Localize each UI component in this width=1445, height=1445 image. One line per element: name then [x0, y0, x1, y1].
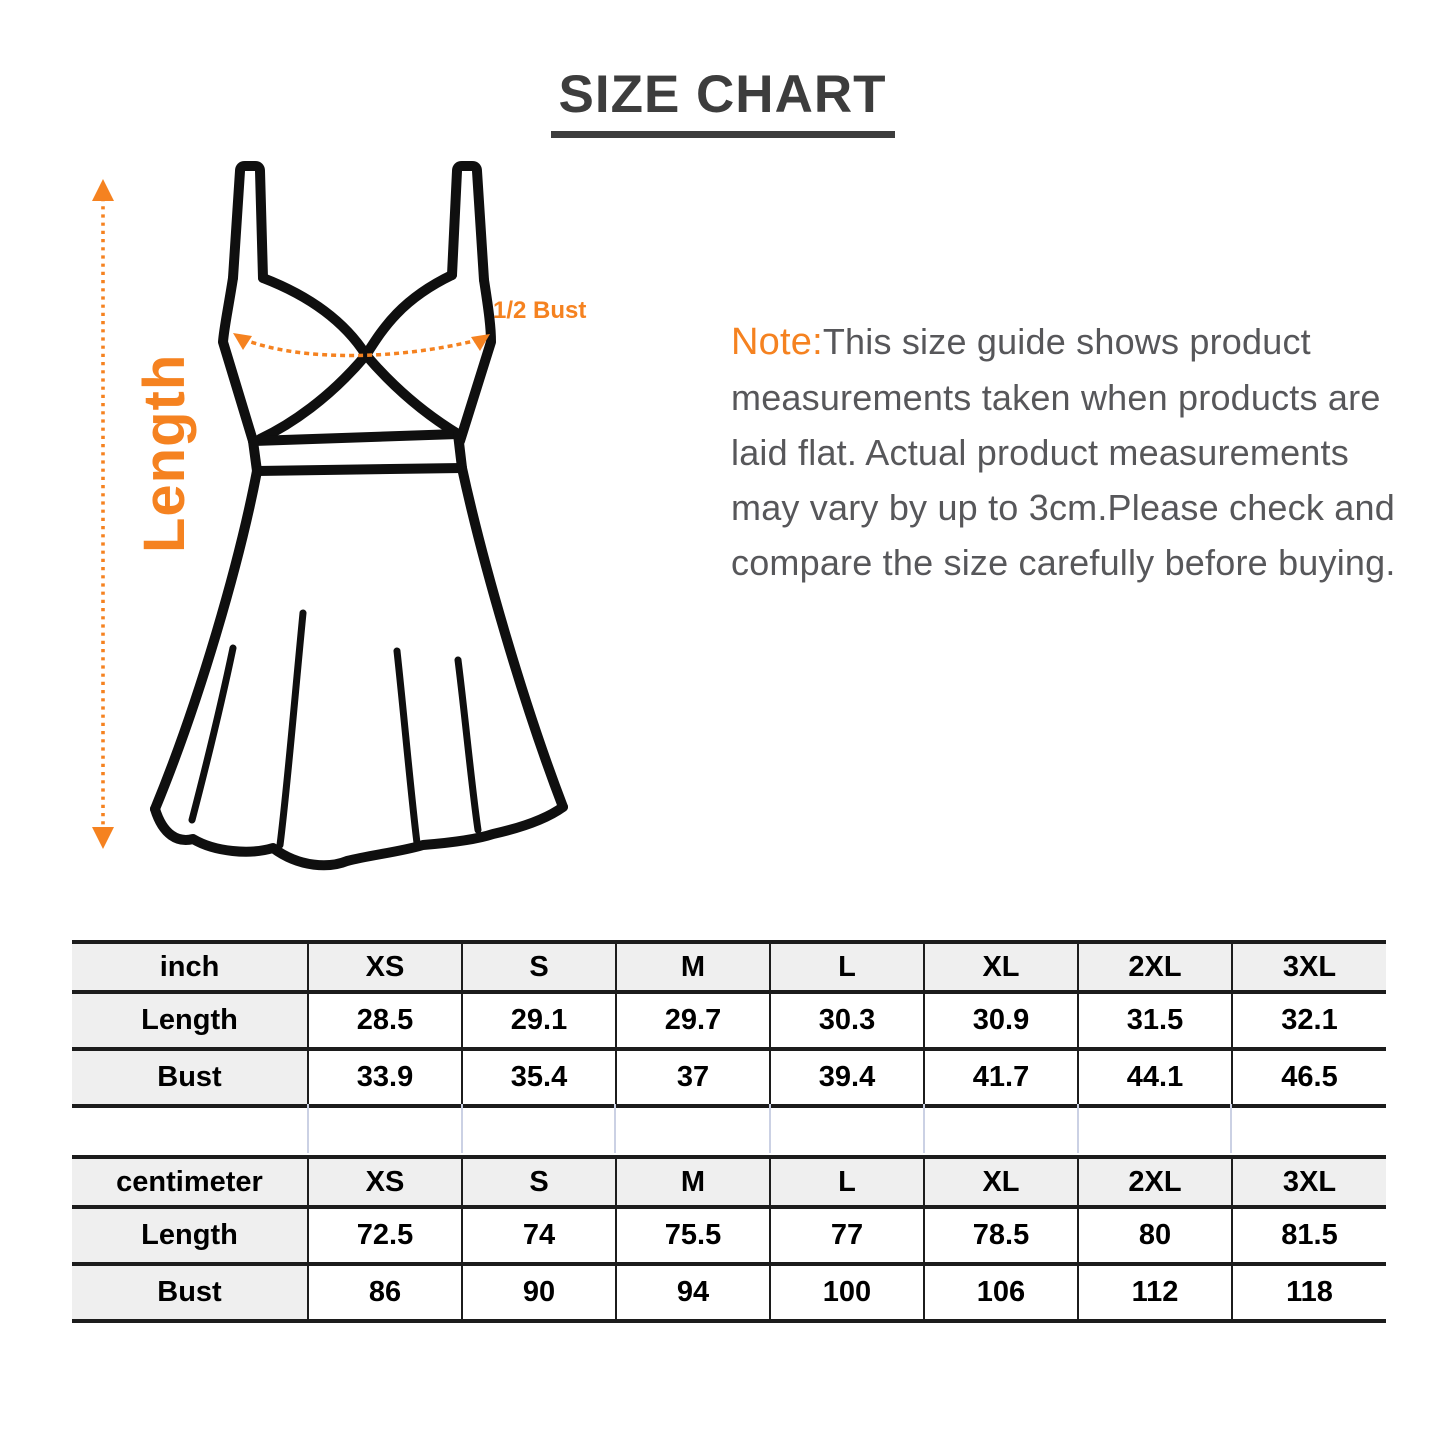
page-title-wrap: SIZE CHART: [0, 64, 1445, 138]
size-value-cell: 33.9: [307, 1047, 462, 1108]
size-value-cell: 118: [1231, 1262, 1386, 1323]
size-value-cell: 90: [461, 1262, 616, 1323]
size-col-header: L: [769, 1155, 924, 1209]
note-prefix: Note:: [731, 321, 823, 363]
size-value-cell: 78.5: [923, 1205, 1078, 1266]
note-line: Note:This size guide shows product: [731, 321, 1311, 363]
table-row: Length 28.5 29.1 29.7 30.3 30.9 31.5 32.…: [72, 990, 1386, 1051]
row-label: Bust: [72, 1262, 308, 1323]
unit-header-cell: inch: [72, 940, 308, 994]
row-label: Length: [72, 1205, 308, 1266]
grid-gap-line: [923, 1104, 925, 1153]
table-header-row: centimeter XS S M L XL 2XL 3XL: [72, 1155, 1386, 1209]
size-value-cell: 30.3: [769, 990, 924, 1051]
size-col-header: 2XL: [1077, 940, 1232, 994]
size-value-cell: 32.1: [1231, 990, 1386, 1051]
size-col-header: M: [615, 1155, 770, 1209]
row-label: Bust: [72, 1047, 308, 1108]
size-value-cell: 46.5: [1231, 1047, 1386, 1108]
size-col-header: 2XL: [1077, 1155, 1232, 1209]
grid-gap-line: [461, 1104, 463, 1153]
skirt-pleat-lines: [188, 609, 482, 849]
size-col-header: S: [461, 1155, 616, 1209]
grid-gap-line: [1077, 1104, 1079, 1153]
note-line: measurements taken when products are: [731, 377, 1381, 418]
size-value-cell: 29.7: [615, 990, 770, 1051]
length-arrow-icon: [92, 179, 114, 849]
grid-gap-line: [614, 1104, 616, 1153]
table-row: Bust 86 90 94 100 106 112 118: [72, 1262, 1386, 1323]
size-col-header: XL: [923, 1155, 1078, 1209]
bust-arrow-icon: [233, 333, 490, 358]
size-table-inch: inch XS S M L XL 2XL 3XL Length 28.5 29.…: [72, 940, 1386, 1108]
length-dimension-label: Length: [132, 353, 197, 553]
size-value-cell: 37: [615, 1047, 770, 1108]
grid-gap-line: [769, 1104, 771, 1153]
size-value-cell: 86: [307, 1262, 462, 1323]
bust-dimension-label: 1/2 Bust: [493, 297, 587, 324]
grid-gap-line: [307, 1104, 309, 1153]
size-value-cell: 39.4: [769, 1047, 924, 1108]
size-value-cell: 74: [461, 1205, 616, 1266]
size-value-cell: 77: [769, 1205, 924, 1266]
size-value-cell: 31.5: [1077, 990, 1232, 1051]
dress-outline: [150, 161, 568, 871]
table-row: Bust 33.9 35.4 37 39.4 41.7 44.1 46.5: [72, 1047, 1386, 1108]
size-value-cell: 41.7: [923, 1047, 1078, 1108]
note-line: may vary by up to 3cm.Please check and: [731, 487, 1395, 528]
size-value-cell: 28.5: [307, 990, 462, 1051]
size-col-header: 3XL: [1231, 940, 1386, 994]
size-value-cell: 35.4: [461, 1047, 616, 1108]
row-label: Length: [72, 990, 308, 1051]
size-col-header: XL: [923, 940, 1078, 994]
size-value-cell: 112: [1077, 1262, 1232, 1323]
size-value-cell: 75.5: [615, 1205, 770, 1266]
note-line: laid flat. Actual product measurements: [731, 432, 1349, 473]
size-value-cell: 29.1: [461, 990, 616, 1051]
size-col-header: 3XL: [1231, 1155, 1386, 1209]
size-value-cell: 94: [615, 1262, 770, 1323]
grid-gap-line: [1230, 1104, 1232, 1153]
size-table-centimeter: centimeter XS S M L XL 2XL 3XL Length 72…: [72, 1155, 1386, 1323]
table-row: Length 72.5 74 75.5 77 78.5 80 81.5: [72, 1205, 1386, 1266]
size-value-cell: 44.1: [1077, 1047, 1232, 1108]
size-value-cell: 106: [923, 1262, 1078, 1323]
unit-header-cell: centimeter: [72, 1155, 308, 1209]
size-col-header: S: [461, 940, 616, 994]
size-value-cell: 80: [1077, 1205, 1232, 1266]
page-title: SIZE CHART: [550, 64, 895, 138]
size-col-header: XS: [307, 940, 462, 994]
table-header-row: inch XS S M L XL 2XL 3XL: [72, 940, 1386, 994]
note-paragraph: Note:This size guide shows product measu…: [731, 314, 1421, 590]
note-line: compare the size carefully before buying…: [731, 542, 1396, 583]
size-value-cell: 30.9: [923, 990, 1078, 1051]
size-col-header: M: [615, 940, 770, 994]
size-col-header: L: [769, 940, 924, 994]
size-value-cell: 72.5: [307, 1205, 462, 1266]
dress-diagram: [92, 161, 568, 871]
size-value-cell: 81.5: [1231, 1205, 1386, 1266]
size-col-header: XS: [307, 1155, 462, 1209]
size-value-cell: 100: [769, 1262, 924, 1323]
